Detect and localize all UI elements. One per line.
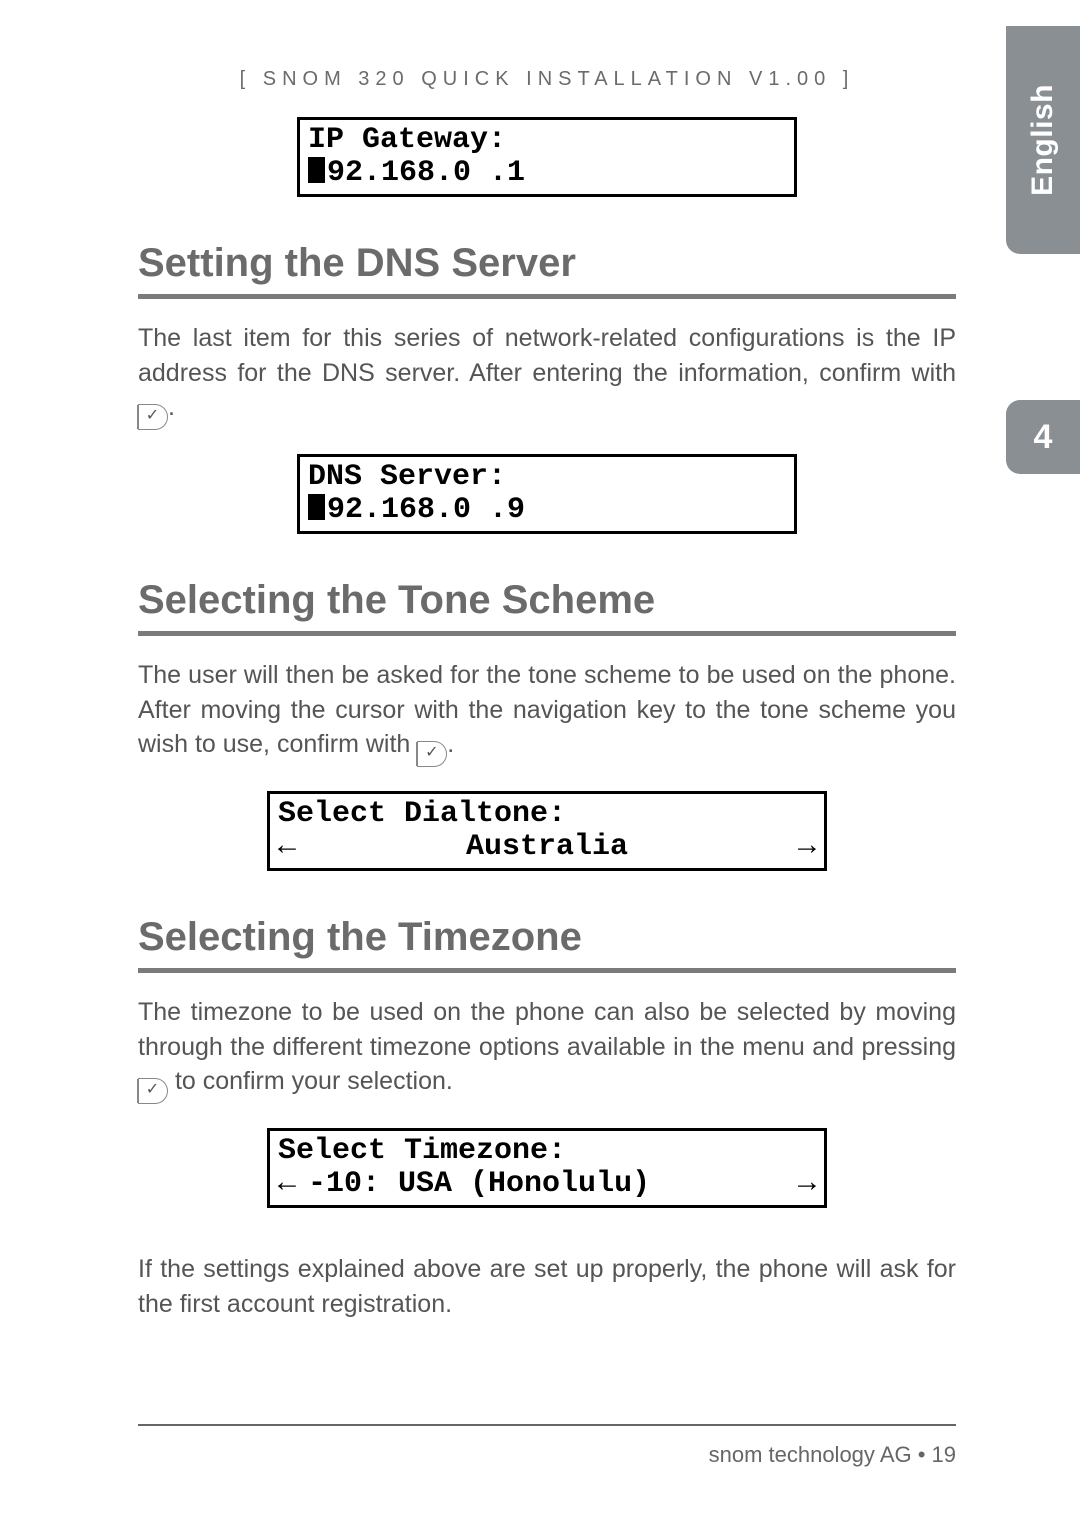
lcd-ip-value: 92.168.0 .1 <box>327 156 525 190</box>
lcd-line2: ← Australia → <box>278 831 816 864</box>
confirm-key-icon: ✓ <box>417 741 447 767</box>
lcd-dns-value: 92.168.0 .9 <box>327 493 525 527</box>
lcd-dialtone-value: Australia <box>296 831 798 864</box>
dns-text-before: The last item for this series of network… <box>138 324 956 387</box>
lcd-timezone: Select Timezone: ← -10: USA (Honolulu) → <box>267 1128 827 1208</box>
lcd-timezone-value: -10: USA (Honolulu) <box>296 1168 798 1201</box>
running-header: [ SNOM 320 QUICK INSTALLATION V1.00 ] <box>138 68 956 91</box>
lcd-dialtone: Select Dialtone: ← Australia → <box>267 791 827 871</box>
paragraph-timezone: The timezone to be used on the phone can… <box>138 995 956 1104</box>
chapter-number: 4 <box>1034 418 1053 457</box>
lcd-line2: 92.168.0 .9 <box>308 494 786 527</box>
tz-text-before: The timezone to be used on the phone can… <box>138 998 956 1061</box>
tone-text-after: . <box>447 730 454 758</box>
lcd-line1: Select Timezone: <box>278 1135 816 1168</box>
arrow-left-icon: ← <box>278 831 296 864</box>
lcd-ip-gateway: IP Gateway: 92.168.0 .1 <box>297 117 797 197</box>
arrow-right-icon: → <box>798 1168 816 1201</box>
lcd-line2: ← -10: USA (Honolulu) → <box>278 1168 816 1201</box>
lcd-line1: DNS Server: <box>308 461 786 494</box>
paragraph-dns: The last item for this series of network… <box>138 321 956 430</box>
tz-text-after: to confirm your selection. <box>168 1067 453 1095</box>
cursor-block-icon <box>308 494 325 520</box>
paragraph-closing: If the settings explained above are set … <box>138 1252 956 1321</box>
arrow-right-icon: → <box>798 831 816 864</box>
tone-text-before: The user will then be asked for the tone… <box>138 661 956 758</box>
heading-timezone: Selecting the Timezone <box>138 915 956 973</box>
language-tab-label: English <box>1026 84 1060 196</box>
page-footer: snom technology AG • 19 <box>138 1424 956 1468</box>
arrow-left-icon: ← <box>278 1168 296 1201</box>
footer-text: snom technology AG • 19 <box>709 1442 956 1467</box>
lcd-line1: IP Gateway: <box>308 124 786 157</box>
confirm-key-icon: ✓ <box>138 404 168 430</box>
lcd-dns-server: DNS Server: 92.168.0 .9 <box>297 454 797 534</box>
language-tab: English <box>1006 26 1080 254</box>
lcd-line1: Select Dialtone: <box>278 798 816 831</box>
heading-tone: Selecting the Tone Scheme <box>138 578 956 636</box>
page-content: [ SNOM 320 QUICK INSTALLATION V1.00 ] IP… <box>138 68 956 1345</box>
confirm-key-icon: ✓ <box>138 1078 168 1104</box>
cursor-block-icon <box>308 157 325 183</box>
chapter-tab: 4 <box>1006 400 1080 474</box>
dns-text-after: . <box>168 393 175 421</box>
paragraph-tone: The user will then be asked for the tone… <box>138 658 956 767</box>
lcd-line2: 92.168.0 .1 <box>308 157 786 190</box>
heading-dns: Setting the DNS Server <box>138 241 956 299</box>
